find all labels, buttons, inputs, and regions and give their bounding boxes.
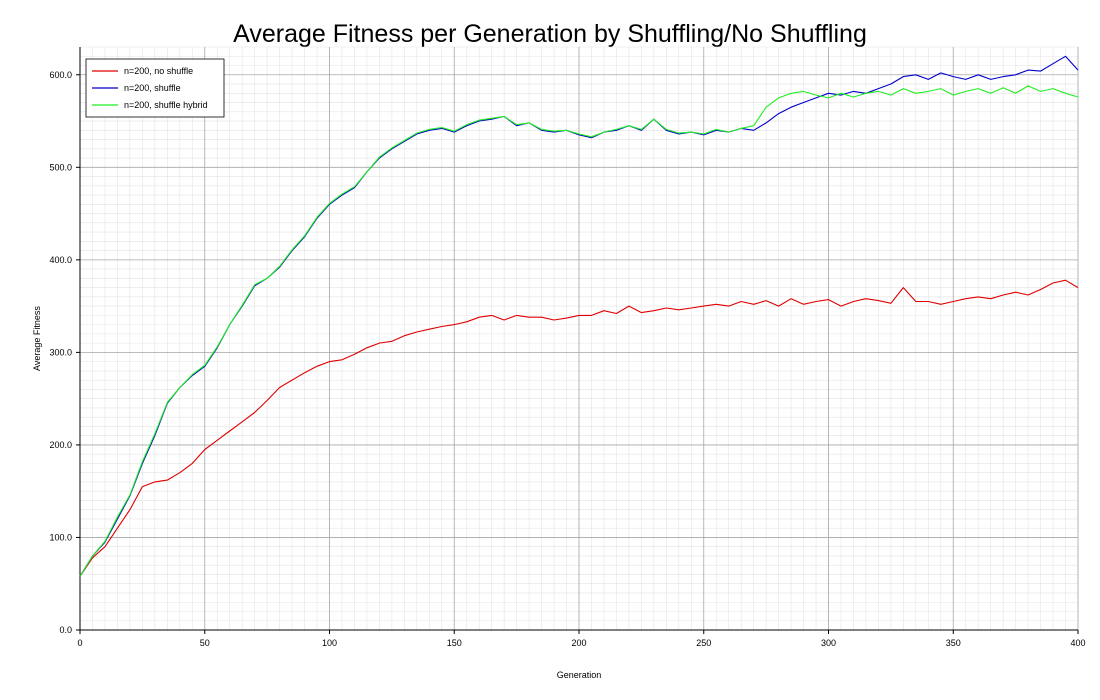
series-line-1 [79, 279, 1079, 577]
x-tick-label: 100 [322, 638, 337, 648]
legend-label-2: n=200, shuffle [124, 83, 181, 93]
y-tick-label: 600.0 [49, 70, 72, 80]
legend-label-3: n=200, shuffle hybrid [124, 100, 208, 110]
series-layer [79, 55, 1079, 577]
tick-labels: 0 50 100 150 200 250 300 350 400 0.0 100.0 200.0 300… [49, 70, 1085, 648]
chart-title: Average Fitness per Generation by Shuffl… [233, 20, 867, 48]
x-tick-label: 50 [200, 638, 210, 648]
y-tick-label: 200.0 [49, 440, 72, 450]
series-line-3 [79, 85, 1079, 577]
y-tick-label: 500.0 [49, 162, 72, 172]
legend: n=200, no shuffle n=200, shuffle n=200, sh… [85, 58, 225, 118]
y-tick-label: 100.0 [49, 532, 72, 542]
y-tick-label: 400.0 [49, 255, 72, 265]
x-tick-label: 150 [447, 638, 462, 648]
y-axis-label: Average Fitness [32, 306, 42, 371]
x-tick-label: 0 [77, 638, 82, 648]
x-tick-label: 300 [821, 638, 836, 648]
y-tick-label: 0.0 [59, 625, 72, 635]
x-tick-label: 350 [946, 638, 961, 648]
x-tick-label: 200 [571, 638, 586, 648]
y-tick-label: 300.0 [49, 347, 72, 357]
legend-label-1: n=200, no shuffle [124, 66, 193, 76]
x-axis-label: Generation [557, 670, 602, 680]
x-tick-label: 400 [1070, 638, 1085, 648]
x-tick-label: 250 [696, 638, 711, 648]
